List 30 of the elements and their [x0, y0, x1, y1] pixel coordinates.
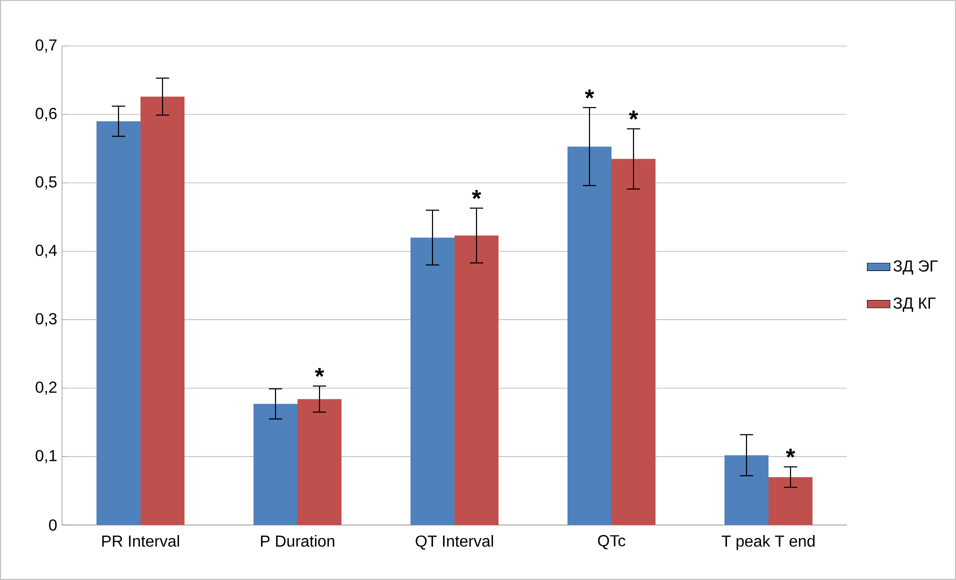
y-tick-label: 0,6 [36, 108, 57, 122]
bar [454, 236, 499, 525]
bar [768, 477, 812, 525]
bar [298, 399, 342, 525]
bar [612, 158, 656, 525]
bar [410, 238, 455, 525]
y-tick-label: 0,1 [36, 450, 57, 464]
annotation: * [472, 190, 482, 199]
bar [724, 455, 769, 525]
y-tick-label: 0,5 [36, 176, 57, 190]
annotation: * [584, 89, 594, 98]
annotation: * [314, 368, 324, 377]
bar [96, 121, 141, 525]
x-tick-label: QTc [598, 535, 626, 550]
y-tick-label: 0,2 [36, 382, 56, 395]
bar [254, 404, 298, 525]
legend-label: ЗД КГ [893, 297, 936, 312]
y-tick-label: 0,3 [36, 313, 57, 326]
y-tick-label: 0,7 [36, 39, 56, 53]
annotation: * [628, 110, 638, 120]
x-tick-label: QT Interval [416, 535, 493, 550]
bar [140, 96, 185, 525]
annotation: * [786, 448, 796, 458]
x-tick-label: T peak T end [722, 535, 815, 550]
x-tick-label: PR Interval [102, 535, 179, 547]
legend-label: ЗД ЭГ [893, 260, 938, 275]
x-tick-label: P Duration [261, 535, 334, 547]
bar [568, 146, 612, 525]
y-tick-label: 0 [49, 519, 57, 531]
y-tick-label: 0,4 [36, 244, 57, 258]
